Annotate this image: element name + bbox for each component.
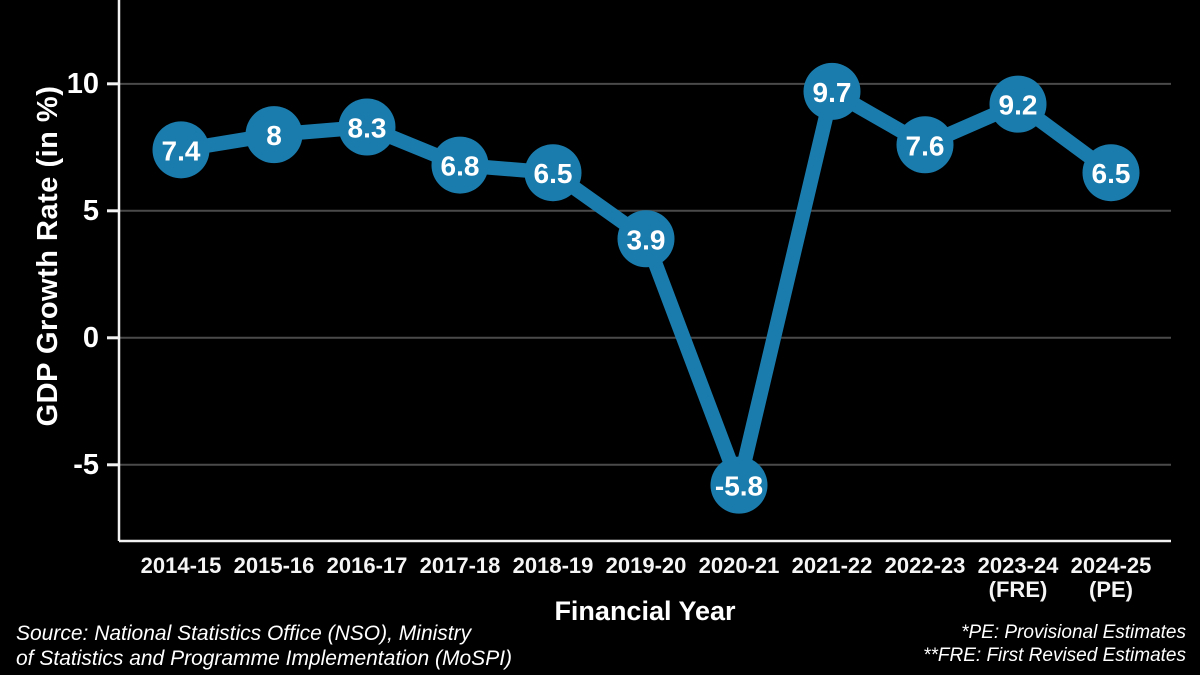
x-tick-label: 2021-22 — [792, 553, 873, 578]
x-tick-label: 2023-24 — [978, 553, 1060, 578]
x-tick-label: 2022-23 — [885, 553, 966, 578]
x-tick-label: 2014-15 — [141, 553, 222, 578]
data-point-label: 6.5 — [1092, 158, 1131, 189]
y-tick-label: 10 — [67, 68, 99, 100]
data-point-2020-21 — [710, 456, 768, 514]
estimate-note-fre: **FRE: First Revised Estimates — [923, 645, 1186, 666]
data-point-2018-19 — [524, 144, 582, 202]
x-tick-label: 2018-19 — [513, 553, 594, 578]
data-line — [173, 84, 1119, 493]
x-tick-label: 2020-21 — [699, 553, 780, 578]
y-tick-label: 5 — [83, 195, 99, 227]
data-point-2024-25 — [1082, 144, 1140, 202]
x-tick-label: 2015-16 — [234, 553, 315, 578]
data-point-label: 6.5 — [534, 158, 573, 189]
data-point-label: -5.8 — [715, 471, 763, 502]
x-tick-sublabel: (PE) — [1089, 577, 1133, 602]
data-point-2022-23 — [896, 116, 954, 174]
data-point-label: 8.3 — [348, 112, 387, 143]
source-note: Source: National Statistics Office (NSO)… — [16, 621, 512, 671]
x-tick-label: 2017-18 — [420, 553, 501, 578]
data-point-label: 9.2 — [999, 90, 1038, 121]
x-tick-sublabel: (FRE) — [989, 577, 1048, 602]
y-axis-title: GDP Growth Rate (in %) — [32, 85, 64, 427]
data-point-2017-18 — [431, 136, 489, 194]
data-point-label: 8 — [266, 120, 282, 151]
x-tick-label: 2016-17 — [327, 553, 408, 578]
data-point-2014-15 — [152, 121, 210, 179]
data-point-label: 3.9 — [627, 224, 666, 255]
x-tick-label: 2024-25 — [1071, 553, 1152, 578]
y-tick-label: -5 — [73, 449, 99, 481]
estimate-note-pe: *PE: Provisional Estimates — [961, 622, 1186, 643]
x-tick-label: 2019-20 — [606, 553, 687, 578]
data-point-2021-22 — [803, 62, 861, 120]
data-point-2016-17 — [338, 98, 396, 156]
source-note-line2: of Statistics and Programme Implementati… — [16, 647, 513, 670]
source-note-line1: Source: National Statistics Office (NSO)… — [16, 622, 472, 645]
data-point-2015-16 — [245, 106, 303, 164]
data-point-2023-24 — [989, 75, 1047, 133]
data-point-label: 7.6 — [906, 130, 945, 161]
data-point-label: 9.7 — [813, 77, 852, 108]
x-axis-title: Financial Year — [554, 596, 736, 626]
data-point-2019-20 — [617, 210, 675, 268]
estimate-notes: *PE: Provisional Estimates **FRE: First … — [923, 621, 1186, 667]
y-tick-label: 0 — [83, 322, 99, 354]
data-point-label: 7.4 — [162, 135, 201, 166]
data-point-label: 6.8 — [441, 151, 480, 182]
